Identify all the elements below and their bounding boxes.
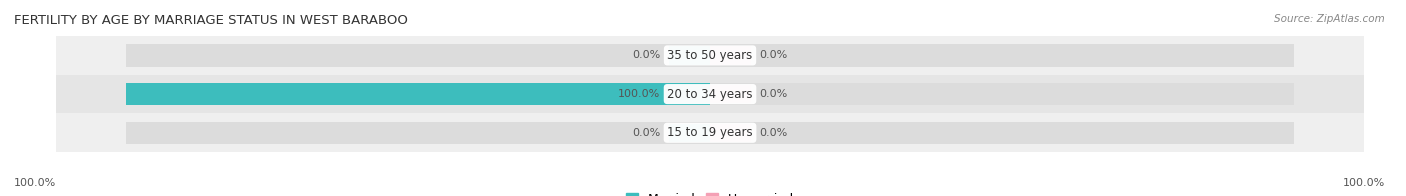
Text: 0.0%: 0.0% (759, 50, 787, 60)
Text: FERTILITY BY AGE BY MARRIAGE STATUS IN WEST BARABOO: FERTILITY BY AGE BY MARRIAGE STATUS IN W… (14, 14, 408, 27)
Bar (127, 44, 1294, 67)
Text: 20 to 34 years: 20 to 34 years (668, 88, 752, 101)
Bar (710, 85, 751, 103)
Text: 35 to 50 years: 35 to 50 years (668, 49, 752, 62)
Bar (710, 123, 751, 142)
Text: 15 to 19 years: 15 to 19 years (668, 126, 752, 139)
Bar (669, 123, 710, 142)
Text: Source: ZipAtlas.com: Source: ZipAtlas.com (1274, 14, 1385, 24)
Text: 100.0%: 100.0% (14, 178, 56, 188)
Text: 100.0%: 100.0% (1343, 178, 1385, 188)
Text: 0.0%: 0.0% (759, 128, 787, 138)
Bar (127, 83, 710, 105)
Bar (56, 113, 1364, 152)
Bar (669, 46, 710, 65)
Bar (710, 46, 751, 65)
Bar (56, 36, 1364, 75)
Bar (669, 85, 710, 103)
Text: 100.0%: 100.0% (619, 89, 661, 99)
Legend: Married, Unmarried: Married, Unmarried (620, 188, 800, 196)
Bar (56, 75, 1364, 113)
Bar (127, 122, 1294, 144)
Text: 0.0%: 0.0% (633, 50, 661, 60)
Text: 0.0%: 0.0% (633, 128, 661, 138)
Bar (127, 83, 1294, 105)
Text: 0.0%: 0.0% (759, 89, 787, 99)
